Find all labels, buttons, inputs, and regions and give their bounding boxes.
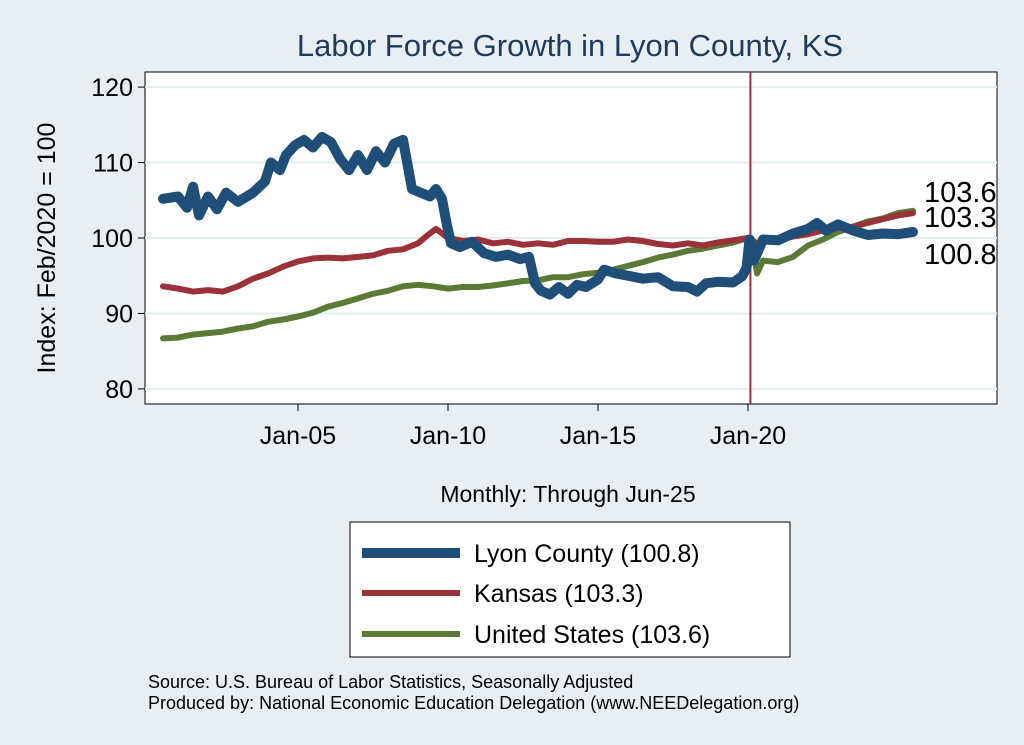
source-line: Source: U.S. Bureau of Labor Statistics,… — [148, 672, 633, 692]
x-tick-label-Jan-20: Jan-20 — [710, 422, 786, 450]
x-tick-label-Jan-05: Jan-05 — [260, 422, 336, 450]
legend-label-kansas: Kansas (103.3) — [474, 580, 644, 608]
x-tick-label-Jan-10: Jan-10 — [410, 422, 486, 450]
y-tick-label-110: 110 — [93, 150, 133, 178]
y-tick-label-100: 100 — [91, 225, 133, 253]
end-label-united-states: 103.6 — [924, 177, 997, 209]
series-line-united-states — [160, 207, 916, 342]
series-line-lyon-county — [158, 131, 918, 300]
series-lines — [158, 72, 918, 404]
x-axis-label: Monthly: Through Jun-25 — [440, 481, 695, 507]
y-tick-label-80: 80 — [105, 376, 133, 404]
end-label-kansas: 103.3 — [924, 202, 997, 234]
end-label-lyon-county: 100.8 — [924, 239, 997, 271]
y-axis-label: Index: Feb/2020 = 100 — [33, 123, 61, 374]
x-tick-label-Jan-15: Jan-15 — [560, 422, 636, 450]
legend-label-united-states: United States (103.6) — [474, 621, 710, 649]
y-tick-label-90: 90 — [105, 300, 133, 328]
axes: 80 90 100 110 120 Jan-05 Jan-10 Jan-15 Jan-20 — [91, 74, 786, 450]
produced-by-line: Produced by: National Economic Education… — [148, 693, 799, 713]
legend-label-lyon-county: Lyon County (100.8) — [474, 540, 700, 568]
y-tick-label-120: 120 — [91, 74, 133, 102]
chart-title: Labor Force Growth in Lyon County, KS — [297, 28, 843, 63]
legend: Lyon County (100.8) Kansas (103.3) Unite… — [349, 521, 791, 658]
